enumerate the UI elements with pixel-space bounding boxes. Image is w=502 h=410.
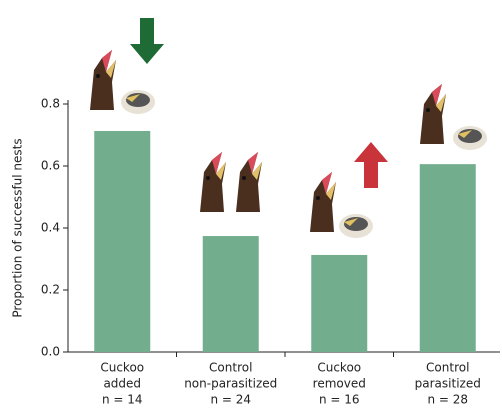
bar: [420, 164, 476, 352]
x-tick-label: added: [103, 377, 141, 391]
bar: [311, 255, 367, 352]
x-tick-label: n = 14: [102, 393, 143, 407]
y-tick-label: 0.0: [41, 345, 60, 359]
chart: Proportion of successful nests 0.0 0.2 0.4…: [0, 0, 502, 410]
y-axis-label: Proportion of successful nests: [11, 138, 25, 317]
down-arrow: [130, 18, 164, 64]
x-tick-label: n = 24: [210, 393, 251, 407]
y-tick-label: 0.2: [41, 283, 60, 297]
x-tick-label: non-parasitized: [184, 377, 277, 391]
x-tick-label: Cuckoo: [317, 361, 361, 375]
y-tick-label: 0.8: [41, 97, 60, 111]
x-tick-label: Cuckoo: [100, 361, 144, 375]
x-tick-label: parasitized: [415, 377, 481, 391]
bar: [203, 236, 259, 352]
x-tick-label: n = 28: [427, 393, 468, 407]
y-tick-label: 0.4: [41, 221, 60, 235]
y-tick-label: 0.6: [41, 159, 60, 173]
x-tick-label: n = 16: [319, 393, 360, 407]
x-tick-label: Control: [426, 361, 469, 375]
bar: [94, 131, 150, 352]
x-tick-label: Control: [209, 361, 252, 375]
up-arrow: [354, 142, 388, 188]
x-tick-label: removed: [313, 377, 366, 391]
